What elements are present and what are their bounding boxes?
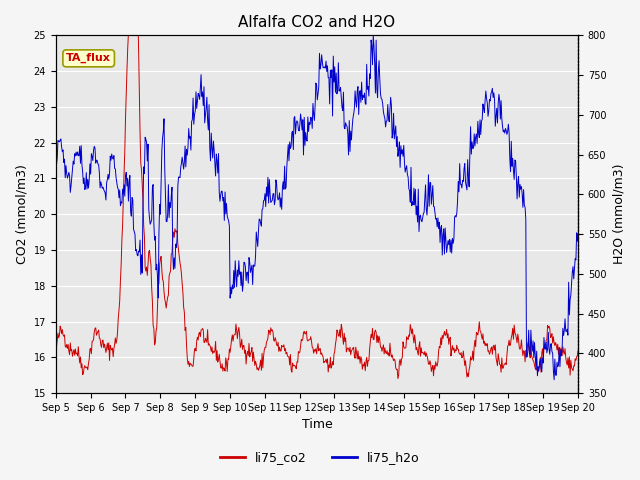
Y-axis label: CO2 (mmol/m3): CO2 (mmol/m3) — [15, 164, 28, 264]
Title: Alfalfa CO2 and H2O: Alfalfa CO2 and H2O — [238, 15, 396, 30]
X-axis label: Time: Time — [301, 419, 332, 432]
Text: TA_flux: TA_flux — [66, 53, 111, 63]
Legend: li75_co2, li75_h2o: li75_co2, li75_h2o — [215, 446, 425, 469]
Y-axis label: H2O (mmol/m3): H2O (mmol/m3) — [612, 164, 625, 264]
